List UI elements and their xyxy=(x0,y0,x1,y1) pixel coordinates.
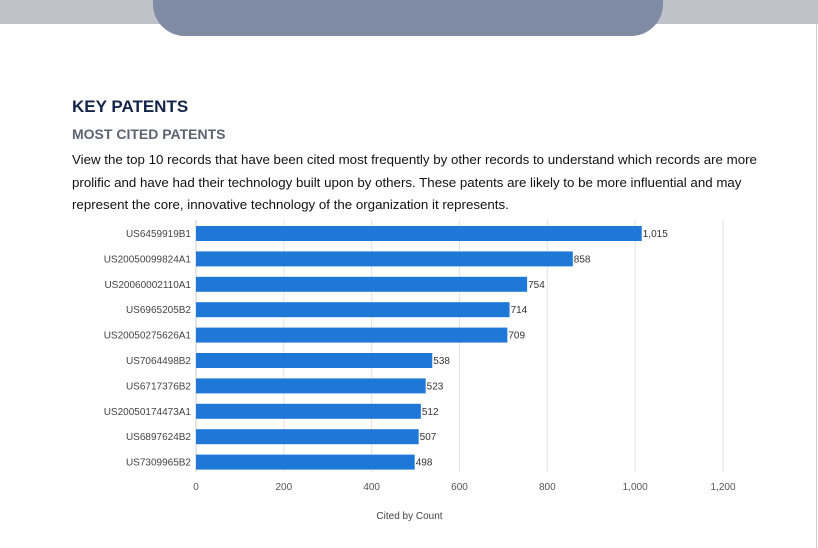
x-tick-label: 400 xyxy=(363,482,380,493)
x-axis-title: Cited by Count xyxy=(376,511,442,522)
x-tick-label: 0 xyxy=(193,482,199,493)
y-category-label: US6897624B2 xyxy=(126,432,191,443)
bar xyxy=(196,429,419,444)
y-category-label: US6459919B1 xyxy=(126,229,191,240)
x-tick-label: 800 xyxy=(539,482,556,493)
data-label: 498 xyxy=(416,458,433,469)
data-label: 1,015 xyxy=(643,229,668,240)
y-category-label: US20050174473A1 xyxy=(104,407,192,418)
data-label: 512 xyxy=(422,407,439,418)
data-label: 858 xyxy=(574,254,591,265)
bar xyxy=(196,302,510,317)
bar xyxy=(196,378,426,393)
bar xyxy=(196,455,415,470)
data-label: 714 xyxy=(511,305,528,316)
x-tick-label: 1,000 xyxy=(623,482,648,493)
y-category-label: US7309965B2 xyxy=(126,458,191,469)
data-label: 523 xyxy=(427,381,444,392)
x-tick-label: 600 xyxy=(451,482,468,493)
y-category-label: US7064498B2 xyxy=(126,356,191,367)
bar xyxy=(196,404,421,419)
y-category-label: US20050099824A1 xyxy=(104,254,192,265)
y-category-label: US20060002110A1 xyxy=(104,280,191,291)
bar xyxy=(196,226,642,241)
x-tick-label: 200 xyxy=(275,482,292,493)
bar xyxy=(196,328,507,343)
bar xyxy=(196,277,527,292)
y-category-label: US6717376B2 xyxy=(126,381,191,392)
bar xyxy=(196,251,573,266)
data-label: 507 xyxy=(420,432,437,443)
y-category-label: US20050275626A1 xyxy=(104,331,192,342)
data-label: 538 xyxy=(433,356,450,367)
bar xyxy=(196,353,432,368)
data-label: 709 xyxy=(508,331,525,342)
data-label: 754 xyxy=(528,280,545,291)
x-tick-label: 1,200 xyxy=(710,482,735,493)
y-category-label: US6965205B2 xyxy=(126,305,191,316)
